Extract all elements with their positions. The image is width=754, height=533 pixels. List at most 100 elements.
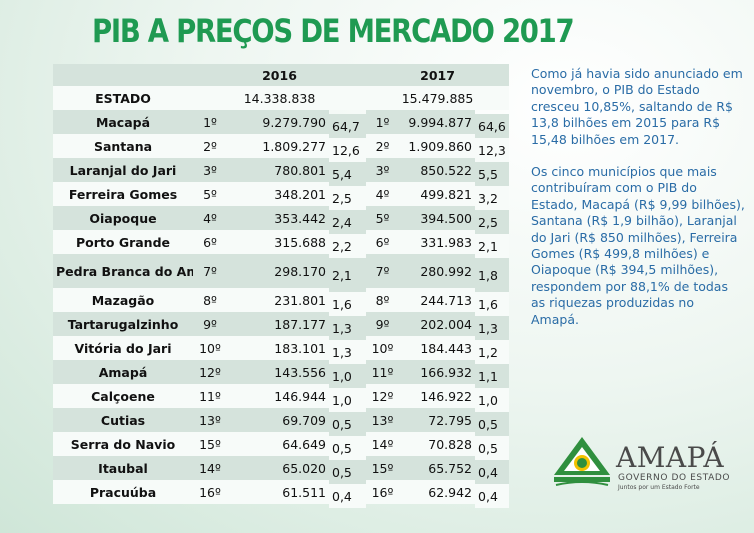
value-2017: 70.828 (399, 432, 476, 456)
value-2017: 499.821 (399, 182, 476, 206)
table-row: Oiapoque 4º 353.442 2,4 5º 394.500 2,5 (53, 206, 510, 234)
rank-2016: 6º (193, 230, 227, 254)
table-row: Amapá 12º 143.556 1,0 11º 166.932 1,1 (53, 360, 510, 388)
row-name: Ferreira Gomes (53, 182, 193, 206)
row-name: Mazagão (53, 288, 193, 312)
total-2016: 14.338.838 (193, 86, 367, 110)
row-name: Macapá (53, 110, 193, 134)
row-name: Pracuúba (53, 480, 193, 504)
row-name: Calçoene (53, 384, 193, 408)
table-row: Pedra Branca do Amapari7º298.1702,17º280… (53, 254, 510, 292)
header-year-2017: 2017 (366, 64, 510, 86)
row-name: Serra do Navio (53, 432, 193, 456)
paragraph-top-municipalities: Os cinco municípios que mais contribuíra… (531, 164, 745, 327)
table-row: Itaubal 14º 65.020 0,5 15º 65.752 0,4 (53, 456, 510, 484)
row-name: Oiapoque (53, 206, 193, 230)
value-2016: 348.201 (227, 182, 329, 206)
table-row: Mazagão 8º 231.801 1,6 8º 244.713 1,6 (53, 288, 510, 316)
table-row: Santana 2º 1.809.277 12,6 2º 1.909.860 12,3 (53, 134, 510, 162)
percent-2017: 2,5 (475, 210, 510, 234)
value-2017: 202.004 (399, 312, 476, 336)
rank-2016: 11º (193, 384, 227, 408)
value-2017: 62.942 (399, 480, 476, 504)
percent-2017: 1,2 (475, 340, 510, 364)
value-2016: 315.688 (227, 230, 329, 254)
rank-2017: 7º (366, 254, 400, 288)
paragraph-growth: Como já havia sido anunciado em novembro… (531, 66, 743, 147)
percent-2016: 2,1 (329, 258, 367, 292)
table-row: Tartarugalzinho 9º 187.177 1,3 9º 202.004 1,3 (53, 312, 510, 340)
percent-2017: 0,5 (475, 412, 510, 436)
rank-2017: 10º (366, 336, 400, 360)
value-2016: 780.801 (227, 158, 329, 182)
percent-2016: 1,6 (329, 292, 367, 316)
percent-2017: 1,1 (475, 364, 510, 388)
value-2016: 187.177 (227, 312, 329, 336)
percent-2016: 2,2 (329, 234, 367, 258)
row-name: Laranjal do Jari (53, 158, 193, 182)
rank-2016: 10º (193, 336, 227, 360)
table-row: Pracuúba 16º 61.511 0,4 16º 62.942 0,4 (53, 480, 510, 508)
header-municipio (53, 64, 193, 86)
rank-2016: 9º (193, 312, 227, 336)
rank-2016: 5º (193, 182, 227, 206)
row-name: Vitória do Jari (53, 336, 193, 360)
table-header-row: 2016 2017 (53, 64, 510, 86)
percent-2017: 1,3 (475, 316, 510, 340)
value-2016: 61.511 (227, 480, 329, 504)
rank-2017: 16º (366, 480, 400, 504)
rank-2017: 3º (366, 158, 400, 182)
percent-2016: 0,4 (329, 484, 367, 508)
value-2017: 72.795 (399, 408, 476, 432)
description-text: Como já havia sido anunciado em novembro… (531, 66, 745, 344)
rank-2016: 1º (193, 110, 227, 134)
rank-2016: 13º (193, 408, 227, 432)
value-2017: 244.713 (399, 288, 476, 312)
table-row-estado: ESTADO 14.338.838 15.479.885 (53, 86, 510, 110)
value-2016: 1.809.277 (227, 134, 329, 158)
percent-2016: 0,5 (329, 436, 367, 460)
page-title: PIB A PREÇOS DE MERCADO 2017 (92, 12, 575, 50)
value-2017: 850.522 (399, 158, 476, 182)
percent-2016: 1,0 (329, 388, 367, 412)
table-row: Calçoene 11º 146.944 1,0 12º 146.922 1,0 (53, 384, 510, 412)
percent-2016: 64,7 (329, 114, 367, 138)
percent-2016: 1,3 (329, 340, 367, 364)
value-2017: 280.992 (399, 254, 476, 288)
percent-2017: 12,3 (475, 138, 510, 162)
rank-2017: 4º (366, 182, 400, 206)
rank-2016: 3º (193, 158, 227, 182)
rank-2017: 15º (366, 456, 400, 480)
table-row: Serra do Navio 15º 64.649 0,5 14º 70.828 0,5 (53, 432, 510, 460)
logo-subtitle: GOVERNO DO ESTADO (618, 473, 731, 483)
percent-2017: 0,5 (475, 436, 510, 460)
row-name: Tartarugalzinho (53, 312, 193, 336)
table-row: Cutias 13º 69.709 0,5 13º 72.795 0,5 (53, 408, 510, 436)
percent-2017: 0,4 (475, 484, 510, 508)
table-row: Macapá 1º 9.279.790 64,7 1º 9.994.877 64,6 (53, 110, 510, 138)
rank-2017: 12º (366, 384, 400, 408)
percent-2017: 64,6 (475, 114, 510, 138)
percent-2017: 2,1 (475, 234, 510, 258)
value-2017: 146.922 (399, 384, 476, 408)
percent-2016: 2,5 (329, 186, 367, 210)
value-2016: 69.709 (227, 408, 329, 432)
row-name: ESTADO (53, 86, 193, 110)
value-2017: 184.443 (399, 336, 476, 360)
value-2016: 143.556 (227, 360, 329, 384)
value-2017: 1.909.860 (399, 134, 476, 158)
rank-2016: 12º (193, 360, 227, 384)
rank-2017: 9º (366, 312, 400, 336)
rank-2017: 14º (366, 432, 400, 456)
logo-slogan: Juntos por um Estado Forte (618, 484, 700, 491)
rank-2017: 11º (366, 360, 400, 384)
amapa-logo: AMAPÁ GOVERNO DO ESTADO Juntos por um Es… (552, 435, 752, 495)
table-row: Ferreira Gomes 5º 348.201 2,5 4º 499.821 3,2 (53, 182, 510, 210)
percent-2016: 0,5 (329, 460, 367, 484)
rank-2016: 14º (193, 456, 227, 480)
value-2016: 298.170 (227, 254, 329, 288)
rank-2016: 4º (193, 206, 227, 230)
value-2017: 331.983 (399, 230, 476, 254)
value-2017: 394.500 (399, 206, 476, 230)
row-name: Itaubal (53, 456, 193, 480)
